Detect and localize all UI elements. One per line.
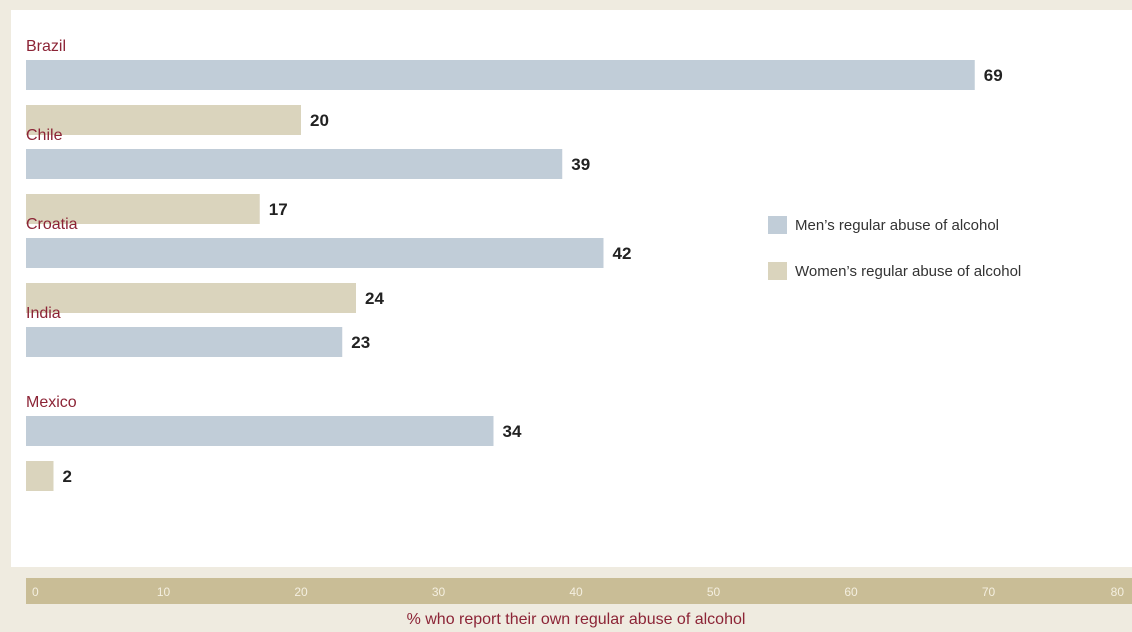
x-axis-band <box>26 578 1132 604</box>
legend-swatch-women <box>768 262 787 280</box>
bar-croatia-men <box>26 238 604 268</box>
legend-label-women: Women’s regular abuse of alcohol <box>795 263 1021 280</box>
value-label-chile-women: 17 <box>269 200 288 219</box>
legend: Men’s regular abuse of alcohol Women’s re… <box>768 216 1021 280</box>
bar-india-men <box>26 327 343 357</box>
value-label-croatia-men: 42 <box>613 244 632 263</box>
legend-swatch-men <box>768 216 787 234</box>
bar-croatia-women <box>26 283 356 313</box>
bars-layer: Brazil 69 20 Chile 39 17 Croatia 42 24 India 23 Mex… <box>26 38 1003 491</box>
value-label-india-men: 23 <box>351 333 370 352</box>
x-tick-label-30: 30 <box>432 585 446 599</box>
x-tick-label-60: 60 <box>844 585 858 599</box>
bar-brazil-men <box>26 60 975 90</box>
bar-chile-women <box>26 194 260 224</box>
category-label-chile: Chile <box>26 127 63 144</box>
x-tick-label-10: 10 <box>157 585 171 599</box>
x-tick-label-40: 40 <box>569 585 583 599</box>
x-tick-label-50: 50 <box>707 585 721 599</box>
category-label-mexico: Mexico <box>26 394 77 411</box>
value-label-mexico-men: 34 <box>503 422 522 441</box>
category-label-brazil: Brazil <box>26 38 66 55</box>
category-label-india: India <box>26 305 61 322</box>
value-label-croatia-women: 24 <box>365 289 384 308</box>
bar-mexico-women <box>26 461 54 491</box>
category-label-croatia: Croatia <box>26 216 78 233</box>
value-label-chile-men: 39 <box>571 155 590 174</box>
x-tick-label-80: 80 <box>1111 585 1125 599</box>
x-axis-title: % who report their own regular abuse of … <box>407 611 746 628</box>
x-tick-label-20: 20 <box>294 585 308 599</box>
value-label-brazil-men: 69 <box>984 66 1003 85</box>
x-axis: 0 10 20 30 40 50 60 70 80 % who report their own … <box>26 578 1132 628</box>
legend-label-men: Men’s regular abuse of alcohol <box>795 217 999 234</box>
bar-mexico-men <box>26 416 494 446</box>
value-label-brazil-women: 20 <box>310 111 329 130</box>
bar-brazil-women <box>26 105 301 135</box>
x-tick-label-70: 70 <box>982 585 996 599</box>
bar-chile-men <box>26 149 563 179</box>
x-tick-label-0: 0 <box>32 585 39 599</box>
value-label-mexico-women: 2 <box>63 467 72 486</box>
